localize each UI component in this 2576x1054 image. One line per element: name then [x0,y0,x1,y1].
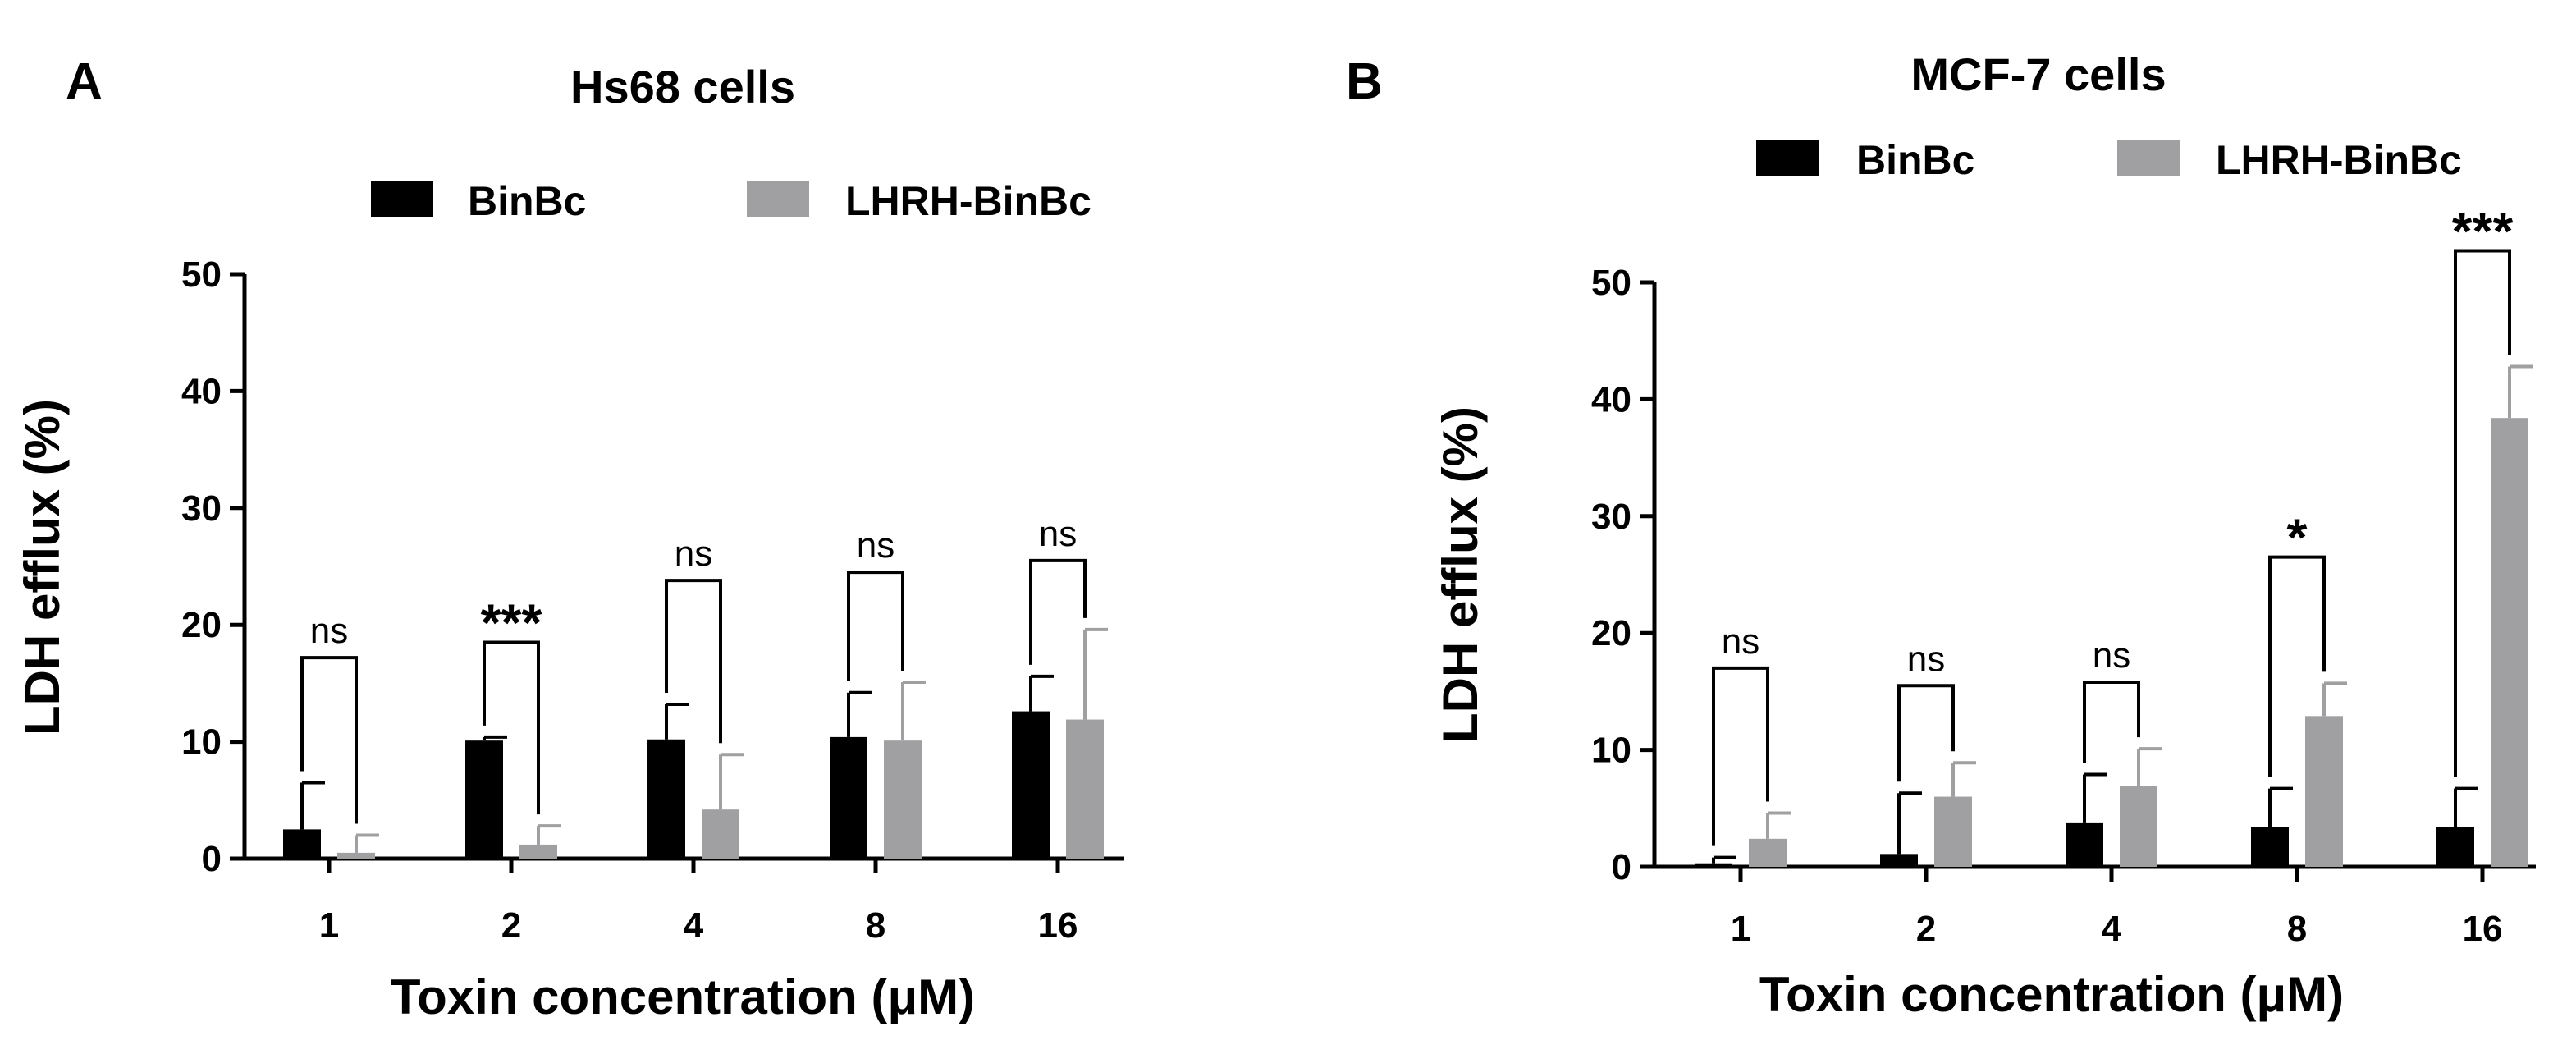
panel-a-significance-label: *** [481,593,542,653]
panel-b-significance-bracket [1897,684,1955,782]
panel-a-x-tick-label: 16 [1038,905,1078,946]
panel-a-x-tick-label: 1 [319,905,339,946]
panel-a-bar-lhrh [337,852,375,859]
panel-b-y-axis-label: LDH efflux (%) [1433,406,1488,743]
panel-a-legend-swatch-lhrh [747,181,809,217]
panel-b-bar-binbc [2436,827,2474,867]
panel-b-x-tick-label: 1 [1731,909,1750,949]
panel-a-x-axis-label: Toxin concentration (μM) [391,969,975,1024]
panel-a: A Hs68 cells BinBc LHRH-BinBc LDH efflux… [15,53,1124,1024]
panel-b-letter: B [1346,53,1383,110]
panel-a-legend-label-binbc: BinBc [468,178,586,224]
panel-a-bar-lhrh [884,740,922,859]
panel-b-legend-label-binbc: BinBc [1856,137,1974,183]
panel-a-y-tick-label: 10 [181,722,222,763]
panel-a-legend-label-lhrh: LHRH-BinBc [845,178,1091,224]
panel-b-bar-lhrh [2120,786,2157,867]
panel-b-bar-binbc [2251,827,2289,867]
panel-b-bar-lhrh [2305,716,2343,867]
panel-a-y-tick-label: 40 [181,371,222,411]
panel-b-y-tick-label: 10 [1591,731,1631,771]
panel-a-significance-bracket [483,640,540,815]
panel-a-bar-binbc [647,739,685,859]
panel-b-y-tick-label: 40 [1591,379,1631,419]
panel-b-legend-swatch-binbc [1756,140,1819,176]
panel-a-y-tick-label: 0 [202,839,222,879]
panel-a-bar-binbc [283,829,321,859]
panel-a-title: Hs68 cells [570,61,795,112]
panel-a-significance-label: ns [1039,514,1077,554]
panel-b-significance-label: ns [1907,639,1945,679]
panel-a-significance-bracket [847,571,904,681]
panel-a-significance-label: ns [310,611,348,651]
panel-a-bar-binbc [830,736,867,859]
panel-a-significance-label: ns [675,534,712,574]
panel-b-x-tick-label: 8 [2287,909,2307,949]
panel-b-y-tick-label: 20 [1591,613,1631,653]
panel-b-significance-bracket [1712,666,1769,846]
panel-b-title: MCF-7 cells [1910,48,2166,100]
panel-b-legend-swatch-lhrh [2117,140,2180,176]
panel-a-y-tick-label: 30 [181,488,222,529]
panel-b-significance-label: ns [2093,635,2130,676]
panel-b-significance-label: ns [1722,621,1759,662]
panel-a-significance-label: ns [857,525,895,566]
panel-a-significance-bracket [300,656,358,824]
panel-b-y-tick-label: 50 [1591,263,1631,303]
panel-a-bar-binbc [1012,711,1050,859]
panel-a-bar-lhrh [1066,719,1104,859]
panel-b-bar-lhrh [1749,838,1787,867]
panel-b-x-axis-label: Toxin concentration (μM) [1759,967,2344,1022]
panel-b-significance-label: *** [2452,202,2514,261]
panel-b-y-tick-label: 30 [1591,497,1631,537]
panel-a-y-tick-label: 20 [181,605,222,645]
panel-a-bar-lhrh [702,809,739,859]
panel-b-x-tick-label: 4 [2102,909,2122,949]
panel-a-bar-lhrh [519,844,557,859]
panel-b-significance-label: * [2287,508,2308,567]
panel-a-bar-binbc [465,740,503,859]
panel-b-bar-binbc [2066,822,2103,867]
panel-a-letter: A [66,53,103,110]
panel-b-significance-bracket [2268,555,2326,777]
panel-b-bar-lhrh [2491,418,2528,868]
panel-a-y-axis-label: LDH efflux (%) [15,399,70,736]
panel-b-legend-label-lhrh: LHRH-BinBc [2216,137,2462,183]
panel-b-significance-bracket [2454,249,2511,777]
panel-a-x-tick-label: 2 [501,905,521,946]
panel-a-legend-swatch-binbc [371,181,433,217]
panel-a-x-tick-label: 8 [866,905,885,946]
panel-b-x-tick-label: 16 [2463,909,2503,949]
panel-b-x-tick-label: 2 [1916,909,1936,949]
panel-b-bar-lhrh [1934,796,1972,867]
panel-b-bar-binbc [1695,863,1732,867]
panel-b: B MCF-7 cells BinBc LHRH-BinBc LDH efflu… [1346,48,2536,1022]
panel-b-significance-bracket [2083,681,2140,763]
panel-a-x-tick-label: 4 [684,905,704,946]
panel-b-bar-binbc [1880,854,1918,867]
panel-a-y-tick-label: 50 [181,254,222,295]
panel-a-significance-bracket [1029,558,1087,665]
panel-b-y-tick-label: 0 [1612,847,1631,887]
panel-a-significance-bracket [665,579,722,744]
